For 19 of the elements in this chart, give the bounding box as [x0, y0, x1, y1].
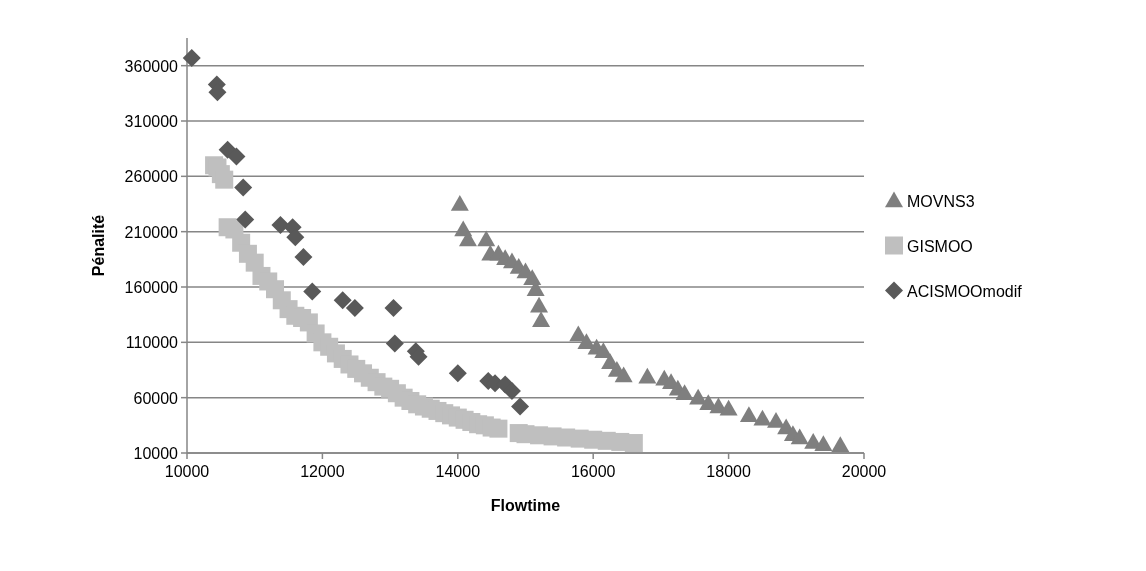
x-tick-label: 12000: [300, 463, 345, 480]
y-tick-label: 160000: [124, 279, 179, 296]
y-tick-label: 260000: [124, 168, 179, 186]
y-tick-label: 10000: [133, 445, 179, 462]
legend-label: GISMOO: [907, 237, 973, 255]
x-tick-label: 16000: [570, 463, 616, 480]
y-tick-label: 310000: [124, 113, 179, 130]
x-tick-label: 10000: [164, 463, 210, 480]
legend-label: MOVNS3: [907, 192, 975, 210]
y-tick-label: 110000: [125, 334, 179, 352]
y-tick-label: 60000: [133, 389, 179, 407]
x-tick-label: 18000: [706, 463, 751, 480]
y-tick-label: 210000: [124, 223, 179, 241]
x-tick-label: 14000: [435, 463, 481, 480]
legend-label: ACISMOOmodif: [907, 282, 1023, 300]
x-tick-label: 20000: [841, 463, 887, 480]
x-axis-title: Flowtime: [490, 497, 561, 514]
y-tick-label: 360000: [124, 57, 179, 75]
y-axis-title: Pénalité: [90, 214, 107, 277]
